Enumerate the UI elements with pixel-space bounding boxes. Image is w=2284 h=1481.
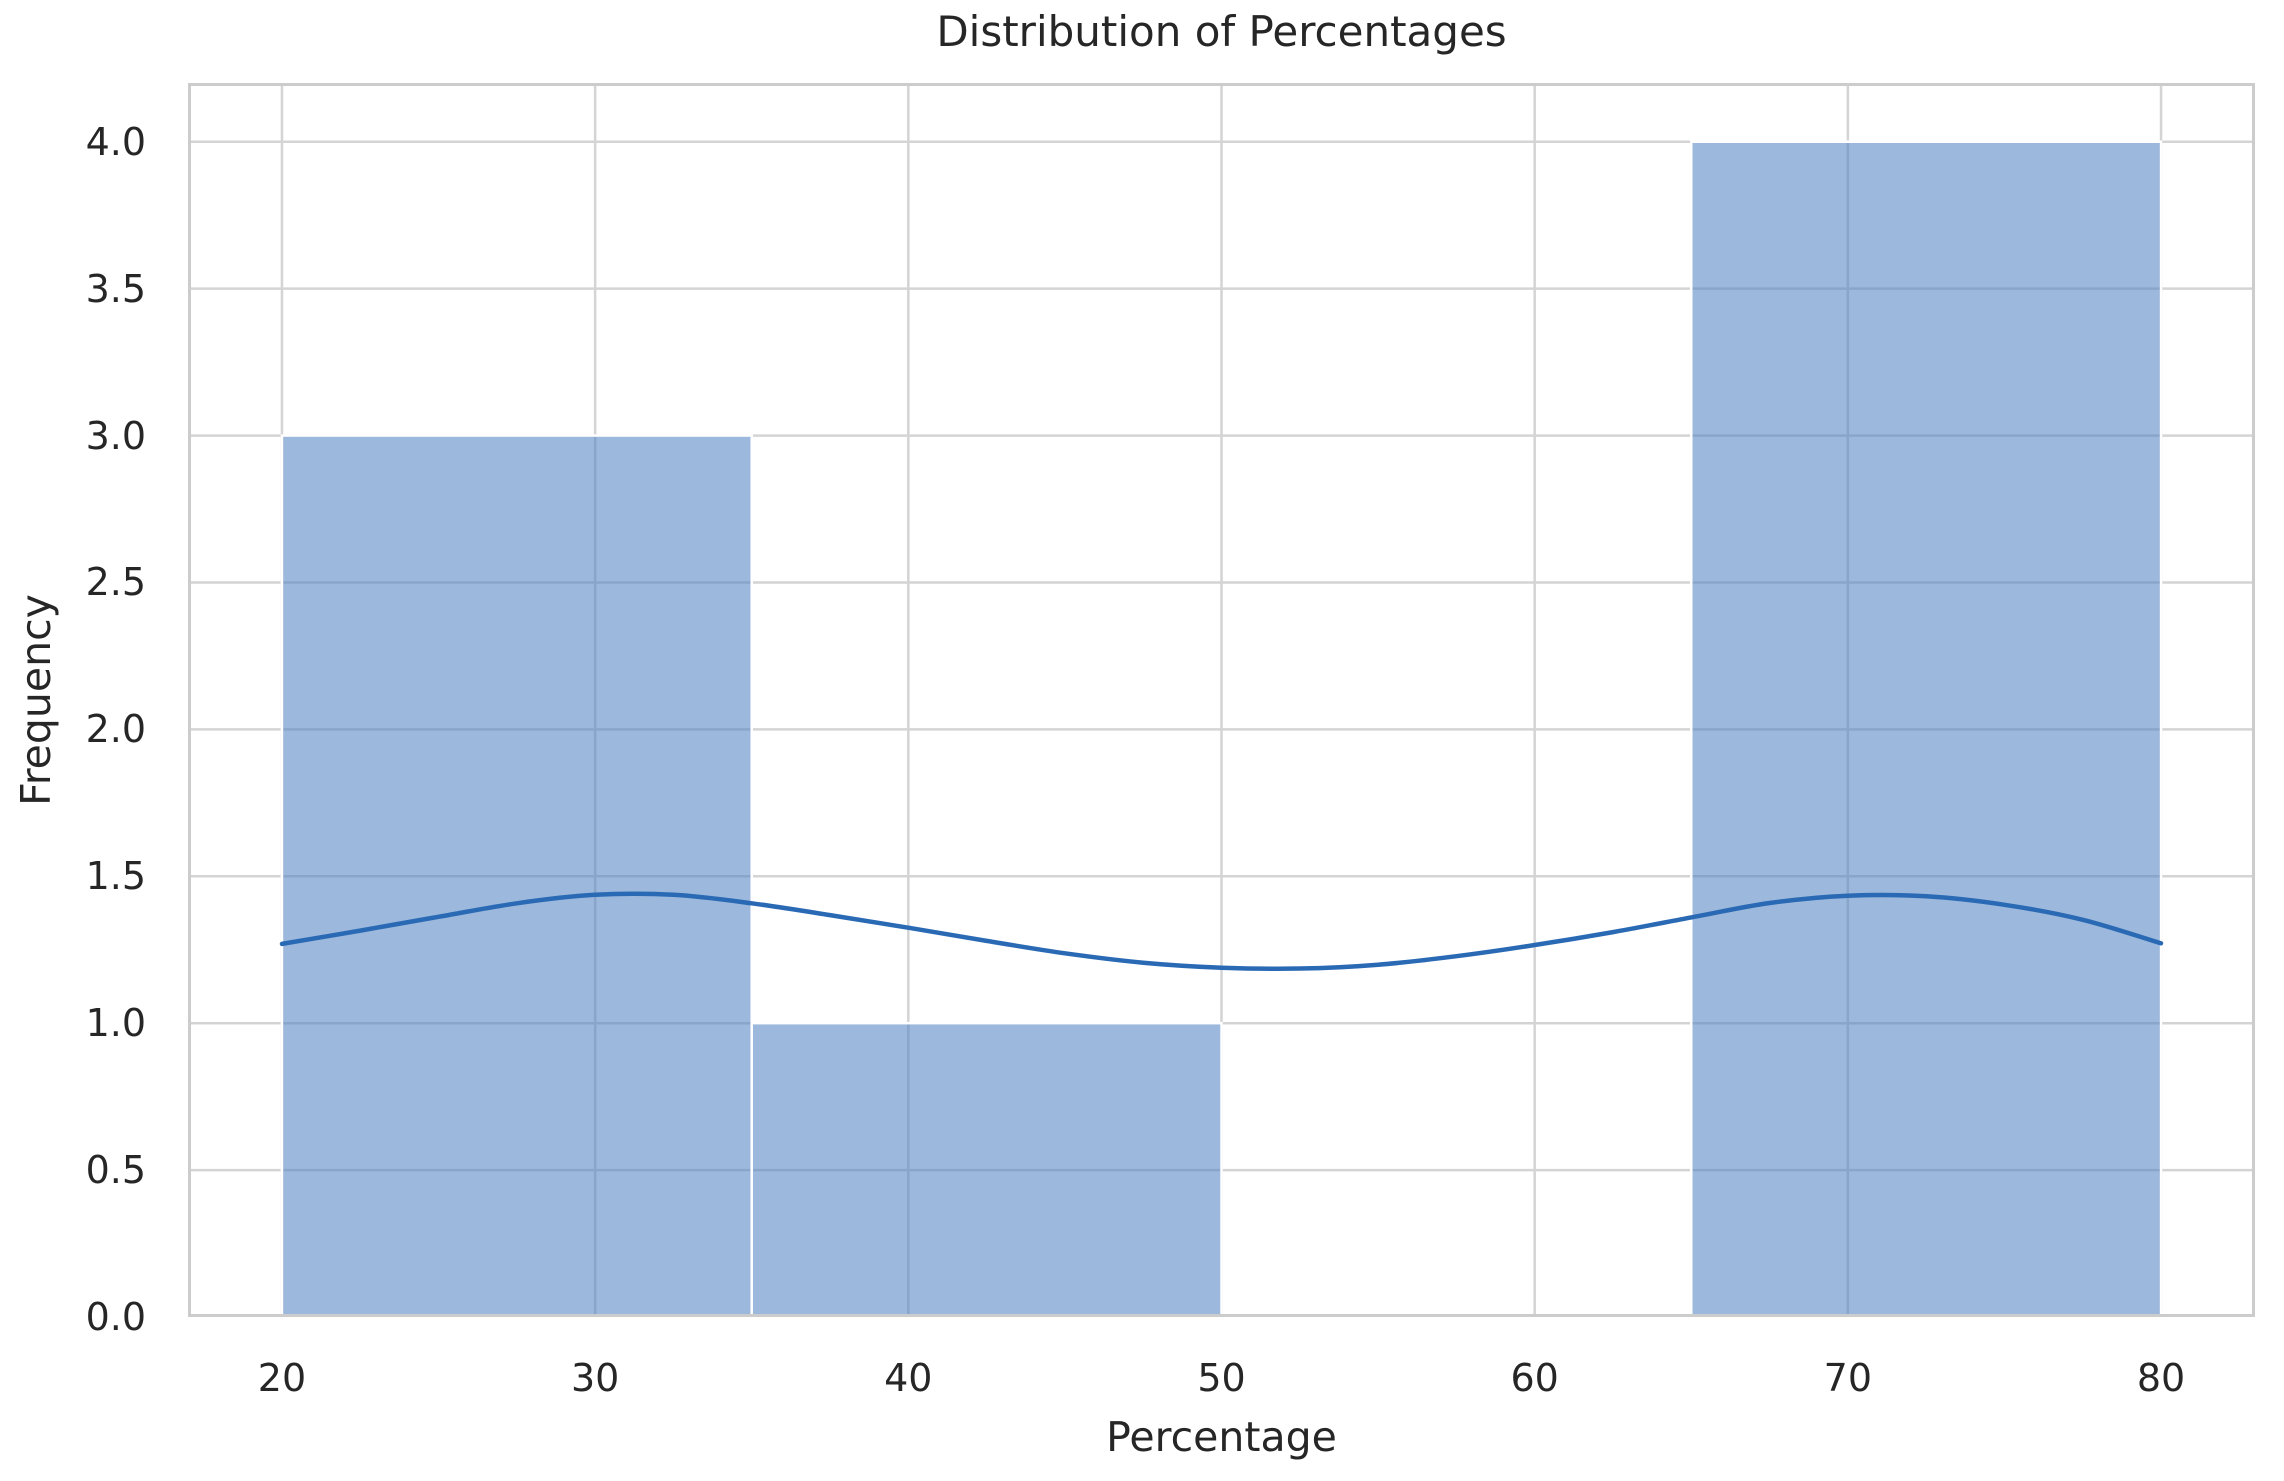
plot-area <box>188 83 2255 1317</box>
plot-border <box>188 83 2255 1317</box>
y-axis-label: Frequency <box>12 594 60 806</box>
x-tick-label-20: 20 <box>257 1356 307 1400</box>
y-tick-label-1.0: 1.0 <box>85 1001 146 1046</box>
x-axis-label: Percentage <box>1106 1413 1337 1461</box>
y-tick-label-0.5: 0.5 <box>85 1148 146 1193</box>
x-tick-label-80: 80 <box>2136 1356 2186 1400</box>
x-tick-label-30: 30 <box>570 1356 620 1400</box>
y-tick-label-3.0: 3.0 <box>85 413 146 458</box>
x-tick-label-60: 60 <box>1510 1356 1559 1400</box>
histogram-bar-35-50 <box>750 1021 1223 1317</box>
y-tick-label-3.5: 3.5 <box>85 266 146 311</box>
y-tick-label-0.0: 0.0 <box>85 1295 146 1339</box>
histogram-bar-20-35 <box>280 434 753 1317</box>
x-tick-label-70: 70 <box>1823 1356 1873 1400</box>
histogram-bar-65-80 <box>1690 140 2163 1317</box>
y-tick-label-2.5: 2.5 <box>85 560 146 605</box>
y-tick-label-1.5: 1.5 <box>85 854 146 899</box>
kde-curve <box>279 891 2164 971</box>
y-tick-label-4.0: 4.0 <box>85 119 146 164</box>
chart-title: Distribution of Percentages <box>936 7 1507 56</box>
x-tick-label-40: 40 <box>884 1356 933 1400</box>
y-tick-label-2.0: 2.0 <box>85 707 146 752</box>
x-tick-label-50: 50 <box>1197 1356 1246 1400</box>
